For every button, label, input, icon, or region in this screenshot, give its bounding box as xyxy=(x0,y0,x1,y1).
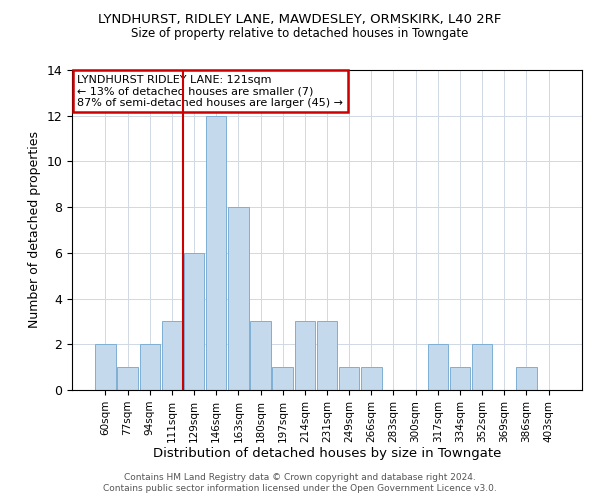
Bar xyxy=(184,253,204,390)
Bar xyxy=(516,367,536,390)
Bar xyxy=(317,322,337,390)
Bar xyxy=(228,207,248,390)
Bar xyxy=(472,344,493,390)
Bar xyxy=(272,367,293,390)
Bar xyxy=(95,344,116,390)
Bar xyxy=(140,344,160,390)
Bar xyxy=(250,322,271,390)
Text: Contains HM Land Registry data © Crown copyright and database right 2024.: Contains HM Land Registry data © Crown c… xyxy=(124,472,476,482)
Y-axis label: Number of detached properties: Number of detached properties xyxy=(28,132,41,328)
Bar xyxy=(339,367,359,390)
Bar xyxy=(206,116,226,390)
Text: Contains public sector information licensed under the Open Government Licence v3: Contains public sector information licen… xyxy=(103,484,497,493)
Bar xyxy=(295,322,315,390)
Text: LYNDHURST, RIDLEY LANE, MAWDESLEY, ORMSKIRK, L40 2RF: LYNDHURST, RIDLEY LANE, MAWDESLEY, ORMSK… xyxy=(98,12,502,26)
Bar xyxy=(428,344,448,390)
Text: LYNDHURST RIDLEY LANE: 121sqm
← 13% of detached houses are smaller (7)
87% of se: LYNDHURST RIDLEY LANE: 121sqm ← 13% of d… xyxy=(77,75,343,108)
Text: Size of property relative to detached houses in Towngate: Size of property relative to detached ho… xyxy=(131,28,469,40)
Bar xyxy=(361,367,382,390)
Bar xyxy=(161,322,182,390)
Bar xyxy=(450,367,470,390)
X-axis label: Distribution of detached houses by size in Towngate: Distribution of detached houses by size … xyxy=(153,448,501,460)
Bar xyxy=(118,367,138,390)
